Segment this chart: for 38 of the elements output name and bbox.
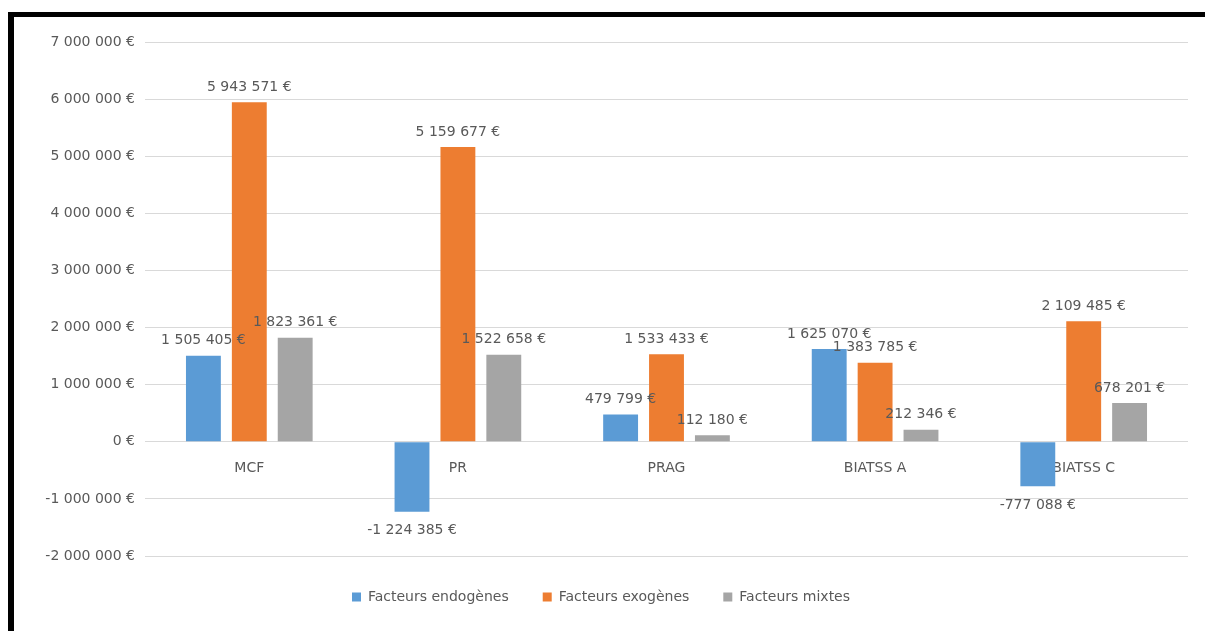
x-tick-label: BIATSS A: [843, 458, 907, 475]
data-label: -1 224 385 €: [367, 521, 457, 538]
y-tick-label: 1 000 000 €: [50, 375, 135, 392]
y-tick-label: 2 000 000 €: [50, 318, 135, 335]
legend-label: Facteurs exogènes: [558, 587, 690, 604]
y-tick-label: -1 000 000 €: [45, 489, 135, 506]
data-label: 1 625 070 €: [786, 324, 872, 341]
x-tick-label: PR: [448, 458, 468, 475]
data-label: -777 088 €: [999, 495, 1076, 512]
bar: [1020, 442, 1056, 487]
y-tick-label: -2 000 000 €: [45, 546, 135, 563]
bar: [1112, 403, 1148, 442]
bar: [903, 429, 939, 442]
data-label: 1 823 361 €: [252, 313, 338, 330]
legend-label: Facteurs endogènes: [367, 587, 509, 604]
bar: [185, 355, 221, 442]
data-label: 1 522 658 €: [461, 330, 547, 347]
bar: [440, 147, 476, 442]
bar: [231, 102, 267, 442]
y-tick-label: 5 000 000 €: [50, 146, 135, 163]
data-label: 1 505 405 €: [161, 331, 246, 348]
legend-label: Facteurs mixtes: [739, 587, 851, 604]
y-tick-label: 7 000 000 €: [50, 32, 135, 49]
x-tick-label: PRAG: [647, 458, 686, 475]
y-tick-label: 6 000 000 €: [50, 89, 135, 106]
data-label: 2 109 485 €: [1041, 296, 1126, 313]
data-label: 5 943 571 €: [207, 77, 292, 94]
bar: [277, 337, 313, 442]
bar: [486, 354, 522, 442]
bar: [394, 442, 430, 512]
y-tick-label: 3 000 000 €: [50, 261, 135, 278]
y-tick-label: 0 €: [112, 432, 135, 449]
x-tick-label: MCF: [234, 458, 265, 475]
bar: [603, 414, 639, 442]
data-label: 5 159 677 €: [415, 122, 501, 139]
bar: [694, 435, 730, 442]
y-tick-label: 4 000 000 €: [50, 203, 135, 220]
data-label: 1 533 433 €: [624, 329, 709, 346]
